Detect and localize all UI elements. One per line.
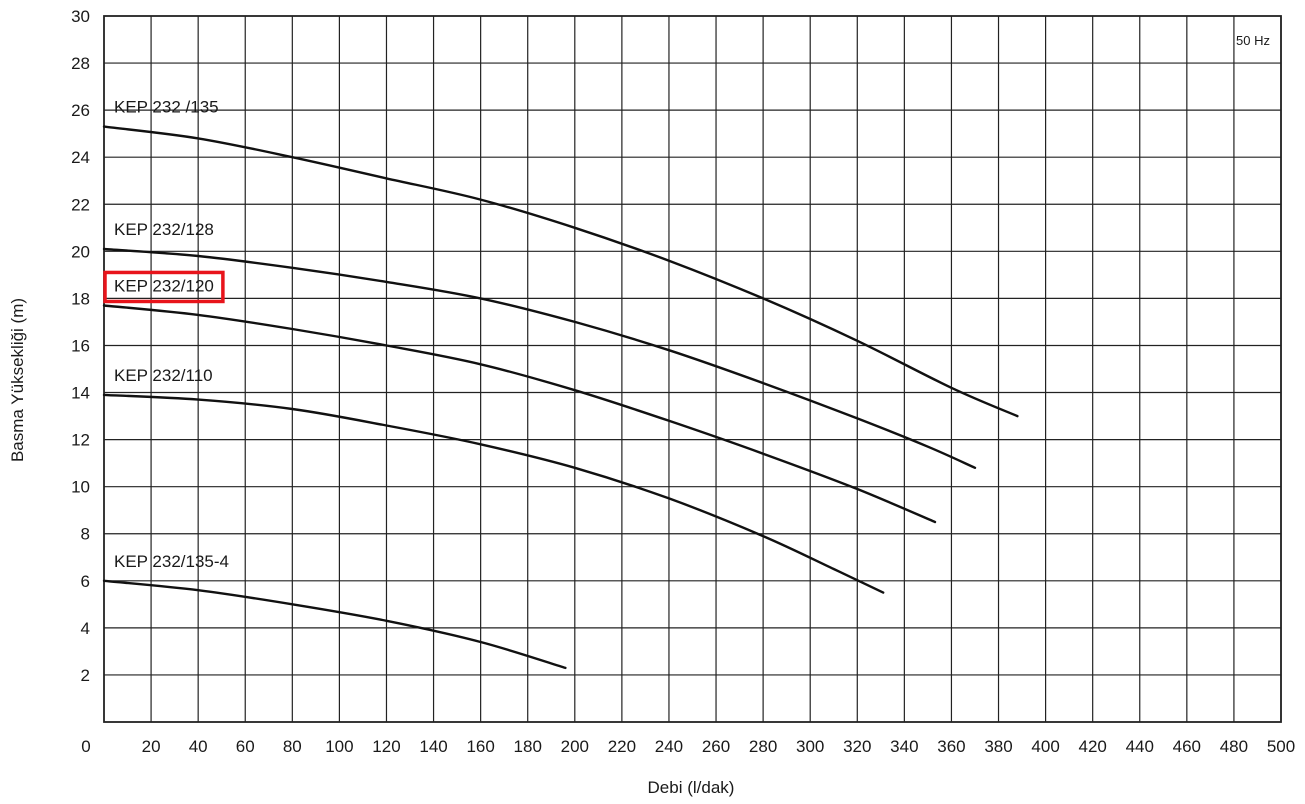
y-tick-label: 2 [81, 666, 90, 685]
y-tick-label: 8 [81, 525, 90, 544]
y-tick-label: 30 [71, 7, 90, 26]
series-label-1: KEP 232/128 [114, 220, 214, 239]
series-label-3: KEP 232/110 [114, 366, 213, 385]
series-group [102, 125, 1019, 670]
series-line-0 [102, 125, 1019, 418]
series-label-0: KEP 232 /135 [114, 98, 219, 117]
y-tick-label: 28 [71, 54, 90, 73]
frequency-annotation: 50 Hz [1236, 33, 1270, 48]
y-tick-label: 4 [81, 619, 90, 638]
plot-frame [103, 15, 1282, 723]
y-tick-label: 22 [71, 195, 90, 214]
y-tick-label: 12 [71, 431, 90, 450]
x-tick-label: 300 [796, 737, 824, 756]
y-tick-label: 18 [71, 289, 90, 308]
x-tick-label: 220 [608, 737, 636, 756]
x-tick-label: 500 [1267, 737, 1295, 756]
x-tick-label: 120 [372, 737, 400, 756]
x-tick-label: 140 [419, 737, 447, 756]
x-tick-label: 180 [514, 737, 542, 756]
x-axis-title: Debi (l/dak) [648, 778, 735, 797]
series-line-3 [102, 393, 885, 594]
x-tick-label: 240 [655, 737, 683, 756]
y-tick-label: 26 [71, 101, 90, 120]
x-tick-label: 280 [749, 737, 777, 756]
series-line-1 [102, 247, 977, 469]
series-labels: KEP 232 /135 KEP 232/128 KEP 232/120 KEP 23… [103, 98, 229, 571]
x-tick-label: 160 [466, 737, 494, 756]
x-tick-label: 60 [236, 737, 255, 756]
axes: 0 20 40 60 80 100 120 140 160 180 200 220 240 260 280 3… [71, 7, 1295, 756]
series-line-2 [102, 304, 937, 524]
x-tick-label: 480 [1220, 737, 1248, 756]
grid [104, 16, 1282, 722]
series-line-4 [102, 579, 567, 670]
x-tick-label: 420 [1078, 737, 1106, 756]
x-tick-label: 340 [890, 737, 918, 756]
y-tick-label: 24 [71, 148, 90, 167]
y-axis-title: Basma Yüksekliği (m) [8, 298, 27, 462]
y-tick-label: 14 [71, 384, 90, 403]
y-tick-label: 6 [81, 572, 90, 591]
x-tick-label: 380 [984, 737, 1012, 756]
y-tick-label: 10 [71, 478, 90, 497]
x-tick-label: 40 [189, 737, 208, 756]
y-tick-label: 16 [71, 336, 90, 355]
x-tick-label: 100 [325, 737, 353, 756]
x-tick-label: 80 [283, 737, 302, 756]
series-label-2: KEP 232/120 [114, 276, 214, 295]
x-tick-label: 400 [1031, 737, 1059, 756]
x-tick-label: 460 [1173, 737, 1201, 756]
x-tick-label: 20 [142, 737, 161, 756]
x-tick-label: 260 [702, 737, 730, 756]
x-tick-label: 320 [843, 737, 871, 756]
x-tick-label: 0 [81, 737, 90, 756]
y-tick-label: 20 [71, 242, 90, 261]
series-label-4: KEP 232/135-4 [114, 552, 229, 571]
x-tick-label: 360 [937, 737, 965, 756]
x-tick-label: 200 [561, 737, 589, 756]
highlight-box [103, 270, 225, 304]
x-tick-label: 440 [1126, 737, 1154, 756]
